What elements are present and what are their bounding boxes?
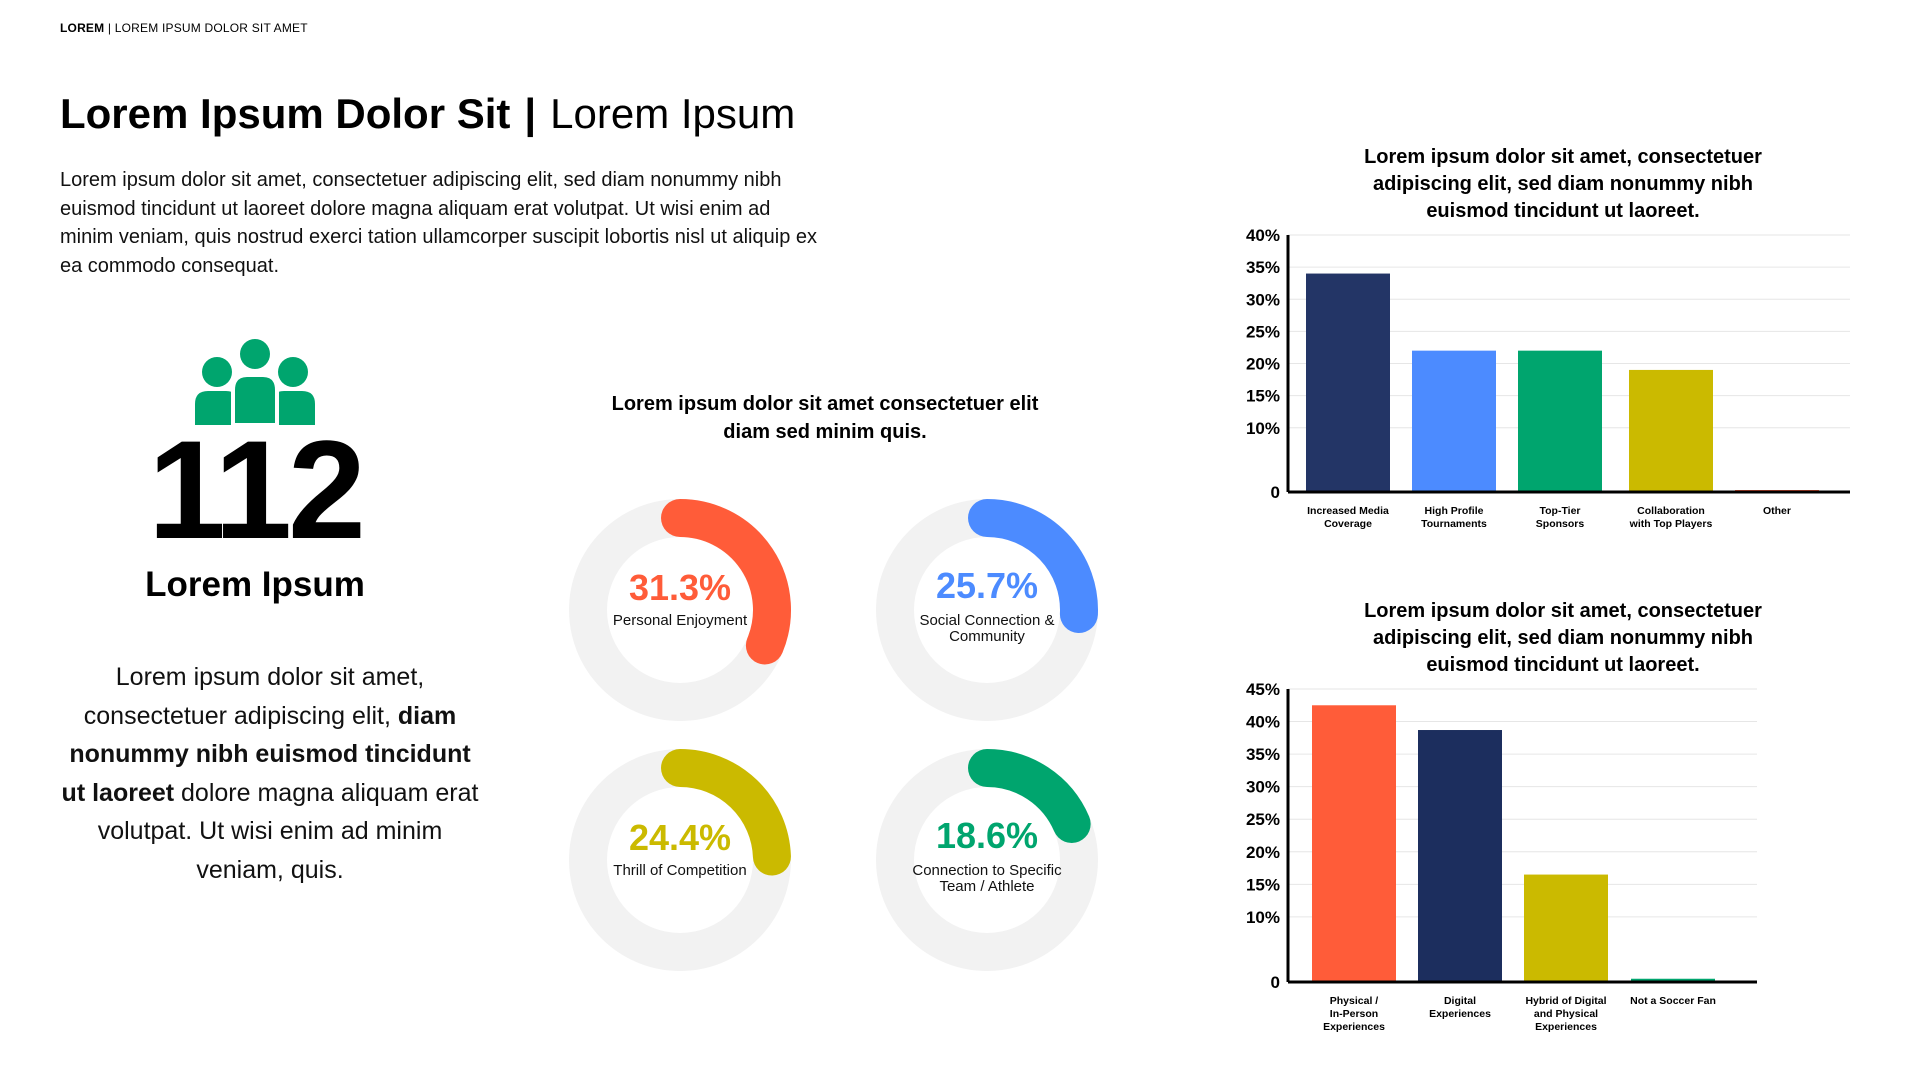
quote-text-start: Lorem ipsum dolor sit amet, consectetuer… [83,663,425,730]
brand-label: LOREM [60,21,105,35]
quote-text-bold: diam nonummy nibh euismod tincidunt ut l… [61,701,471,807]
people-group-icon [193,337,317,430]
x-tick-label: In-Person [1330,1008,1378,1020]
y-tick-label: 35% [1246,745,1280,764]
donut-2: 25.7% Social Connection & Community [872,495,1102,725]
x-tick-label: with Top Players [1629,518,1713,530]
y-tick-label: 25% [1246,322,1280,341]
page-title: Lorem Ipsum Dolor Sit | Lorem Ipsum [60,90,795,138]
donut-section-title: Lorem ipsum dolor sit amet consectetuer … [611,393,1039,443]
bar-chart-2-title: Lorem ipsum dolor sit amet, consectetuer… [1364,600,1762,676]
donut-arc [968,749,1091,843]
donut-percentage: 31.3% [628,567,732,608]
bar [1631,978,1715,982]
bar [1518,350,1602,492]
y-tick-label: 40% [1246,226,1280,245]
x-tick-label: Other [1763,505,1791,517]
x-tick-label: Hybrid of Digital [1525,995,1606,1007]
y-tick-label: 0 [1271,973,1280,992]
donut-percentage: 25.7% [935,565,1039,606]
y-tick-label: 40% [1246,713,1280,732]
donut-label: Personal Enjoyment [612,612,748,629]
x-tick-label: Collaboration [1637,505,1705,517]
donut-3: 24.4% Thrill of Competition [565,745,795,975]
title-separator: | [524,90,537,137]
y-tick-label: 15% [1246,387,1280,406]
x-tick-label: Experiences [1535,1021,1597,1033]
bar [1524,874,1608,982]
bar [1312,705,1396,982]
donut-4: 18.6% Connection to Specific Team / Athle… [872,745,1102,975]
x-tick-label: Tournaments [1421,518,1487,530]
donut-1: 31.3% Personal Enjoyment [565,495,795,725]
top-breadcrumb: LOREM | LOREM IPSUM DOLOR SIT AMET [60,21,308,35]
quote-paragraph: Lorem ipsum dolor sit amet, consectetuer… [60,658,480,889]
x-tick-label: High Profile [1425,505,1484,517]
stat-label: Lorem Ipsum [145,565,365,604]
donut-label: Social Connection & Community [919,612,1055,645]
donut-label: Thrill of Competition [613,862,747,879]
donut-percentage: 18.6% [935,815,1039,856]
bar-chart-1-title: Lorem ipsum dolor sit amet, consectetuer… [1364,146,1762,222]
page-title-secondary: Lorem Ipsum [550,90,796,137]
y-tick-label: 45% [1246,680,1280,699]
x-tick-label: Physical / [1330,995,1379,1007]
y-tick-label: 30% [1246,290,1280,309]
x-tick-label: Experiences [1323,1021,1385,1033]
bar [1306,273,1390,492]
stat-value: 112 [148,411,366,568]
donut-arc [968,499,1098,634]
donut-label: Connection to Specific Team / Athlete [912,862,1062,895]
bar-chart-2: 0 10% 15% 20% 25% 30% 35% 40% 45% Physical / In-Pe… [1220,675,1860,1045]
bar-chart-1: 0 10% 15% 20% 25% 30% 35% 40% Increased Media Cov… [1220,220,1860,540]
x-tick-label: Top-Tier [1539,505,1580,517]
y-tick-label: 20% [1246,843,1280,862]
x-tick-label: Increased Media [1307,505,1389,517]
x-tick-label: Digital [1444,995,1476,1007]
donut-arc [661,749,791,876]
y-tick-label: 10% [1246,908,1280,927]
bar [1418,730,1502,982]
x-tick-label: Not a Soccer Fan [1630,995,1716,1007]
y-tick-label: 15% [1246,875,1280,894]
breadcrumb-separator: | [107,21,115,35]
page-title-main: Lorem Ipsum Dolor Sit [60,90,511,137]
x-tick-label: and Physical [1534,1008,1598,1020]
y-tick-label: 20% [1246,355,1280,374]
bar [1412,350,1496,492]
x-tick-label: Experiences [1429,1008,1491,1020]
x-tick-label: Sponsors [1536,518,1585,530]
y-tick-label: 25% [1246,810,1280,829]
donut-percentage: 24.4% [628,817,732,858]
breadcrumb-subtitle: LOREM IPSUM DOLOR SIT AMET [114,21,308,35]
y-tick-label: 10% [1246,419,1280,438]
y-tick-label: 35% [1246,258,1280,277]
y-tick-label: 0 [1271,483,1280,502]
quote-text-end: dolore magna aliquam erat volutpat. Ut w… [97,778,479,884]
bar [1629,369,1713,492]
y-tick-label: 30% [1246,778,1280,797]
intro-paragraph: Lorem ipsum dolor sit amet, consectetuer… [60,169,817,277]
donut-arc [661,499,791,665]
x-tick-label: Coverage [1324,518,1372,530]
